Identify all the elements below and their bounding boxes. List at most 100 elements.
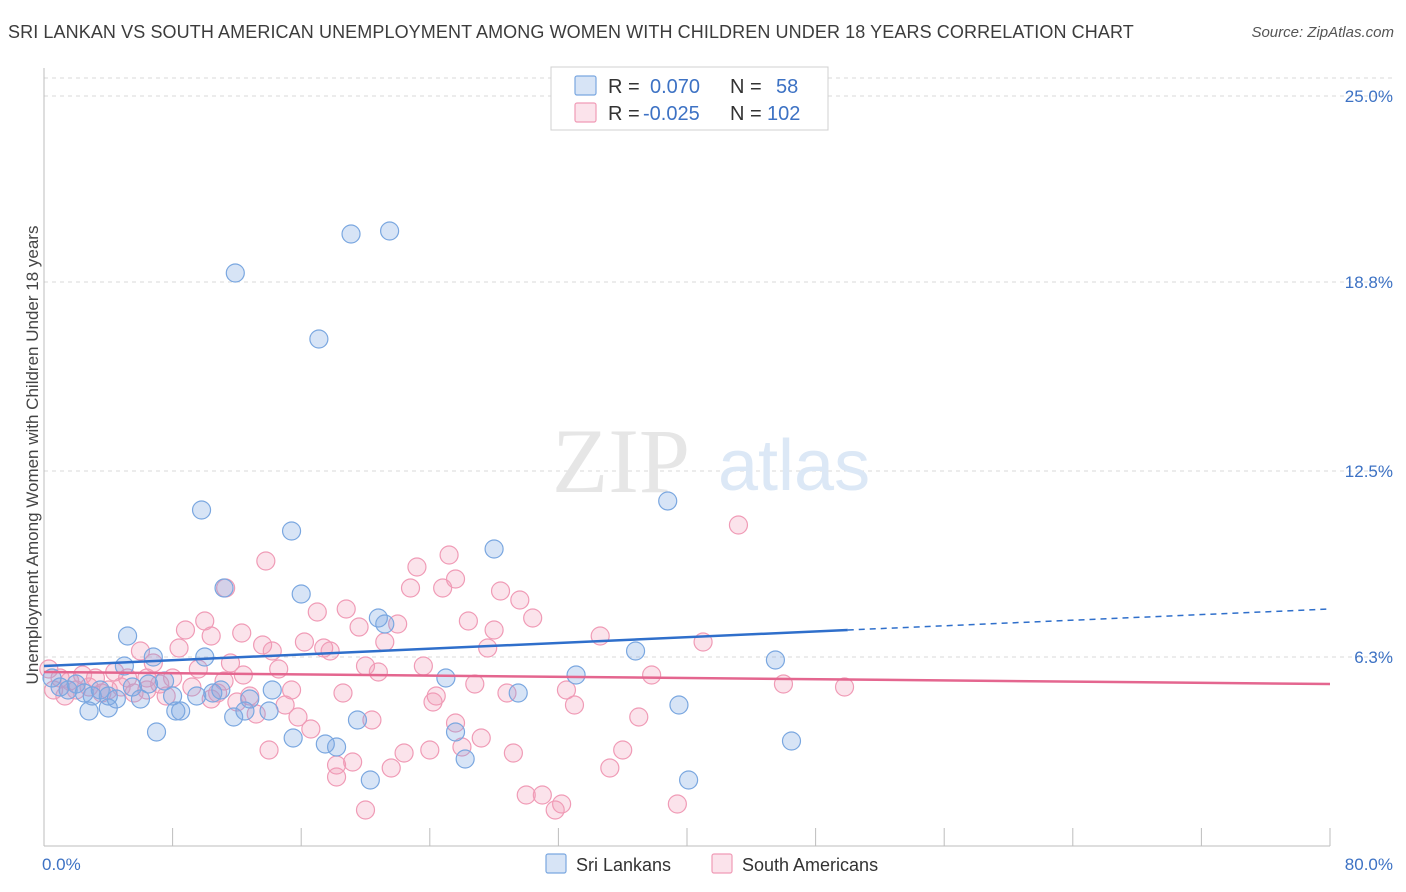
data-point [98, 698, 118, 718]
watermark-zip: ZIP [552, 410, 690, 512]
legend-swatch-blue [574, 75, 597, 96]
data-point [79, 701, 99, 721]
data-point [781, 731, 802, 751]
trend-line-blue [43, 628, 848, 668]
data-point [765, 650, 786, 670]
legend-label-sri-lankans: Sri Lankans [576, 855, 671, 875]
watermark-atlas: atlas [718, 426, 870, 506]
data-point [445, 569, 466, 589]
chart-title: SRI LANKAN VS SOUTH AMERICAN UNEMPLOYMEN… [8, 22, 1134, 42]
data-point [211, 680, 231, 700]
data-point [347, 710, 368, 730]
data-point [262, 680, 282, 700]
data-point [400, 578, 421, 598]
data-point [326, 767, 347, 787]
data-point [556, 680, 577, 700]
y-axis-label: Unemployment Among Women with Children U… [23, 226, 42, 685]
data-point [288, 707, 308, 727]
series-legend: Sri Lankans South Americans [545, 853, 878, 875]
data-point [564, 695, 585, 715]
data-point [360, 770, 380, 790]
data-point [336, 599, 356, 619]
data-point [166, 701, 186, 721]
data-point [439, 545, 459, 565]
x-tick-label: 80.0% [1345, 855, 1393, 874]
legend-r-label: R = [608, 76, 640, 98]
data-point [333, 683, 353, 703]
data-point [375, 632, 395, 652]
data-point [728, 515, 749, 535]
legend-label-south-americans: South Americans [742, 855, 878, 875]
legend-swatch-pink [574, 102, 597, 123]
data-point [309, 329, 329, 349]
data-point [436, 668, 456, 688]
data-point [394, 743, 414, 763]
legend-n-label: N = [730, 76, 762, 98]
stats-legend: R = 0.070 N = 58 R = -0.025 N = 102 [550, 66, 829, 131]
data-point [235, 701, 255, 721]
x-tick-label: 0.0% [42, 855, 81, 874]
data-point [315, 734, 335, 754]
legend-r-label: R = [608, 103, 640, 125]
data-point [343, 752, 363, 772]
data-point [195, 647, 215, 667]
data-point [368, 662, 388, 682]
legend-r-value: -0.025 [643, 103, 700, 125]
data-point [834, 677, 855, 697]
data-point [478, 638, 498, 658]
data-point [182, 677, 202, 697]
data-point [445, 722, 466, 742]
data-point [508, 683, 528, 703]
data-point [259, 740, 279, 760]
data-point [566, 665, 586, 685]
data-point [667, 794, 687, 814]
data-point [146, 722, 167, 742]
y-tick-label: 12.5% [1345, 462, 1393, 481]
data-point [407, 557, 427, 577]
data-point [232, 623, 252, 643]
data-point [375, 614, 395, 634]
legend-n-value: 102 [767, 103, 800, 125]
data-point [130, 689, 151, 709]
data-point [465, 674, 485, 694]
data-point [259, 701, 279, 721]
x-tick-labels: 0.0% 80.0% [42, 855, 1393, 874]
axes [43, 68, 1331, 847]
legend-n-value: 58 [776, 76, 798, 98]
data-point [283, 728, 303, 748]
data-point [117, 626, 138, 646]
data-point [471, 728, 491, 748]
legend-box [550, 66, 829, 131]
data-point [629, 707, 649, 727]
data-point [552, 794, 572, 814]
data-point [355, 800, 376, 820]
data-point [455, 749, 475, 769]
data-point [187, 686, 207, 706]
watermark: ZIP atlas [552, 410, 870, 512]
data-point [191, 500, 212, 520]
legend-swatch-sri-lankans [545, 853, 567, 874]
data-point [281, 521, 302, 541]
data-point [532, 785, 552, 805]
data-point [201, 626, 221, 646]
data-point [625, 641, 646, 661]
data-point [341, 224, 361, 244]
data-point [143, 647, 163, 667]
data-point [679, 770, 699, 790]
y-tick-labels: 6.3% 12.5% 18.8% 25.0% [1345, 87, 1393, 667]
data-point [413, 656, 433, 676]
data-point [497, 683, 517, 703]
source-credit: Source: ZipAtlas.com [1251, 24, 1394, 41]
legend-n-label: N = [730, 103, 762, 125]
data-point [600, 758, 620, 778]
series-south-americans [39, 515, 855, 820]
data-point [294, 632, 315, 652]
data-point [55, 686, 75, 706]
data-point [214, 578, 234, 598]
series-sri-lankans [42, 221, 802, 790]
data-point [642, 665, 662, 685]
gridlines [44, 77, 1394, 658]
data-point [326, 737, 347, 757]
legend-r-value: 0.070 [650, 76, 700, 98]
